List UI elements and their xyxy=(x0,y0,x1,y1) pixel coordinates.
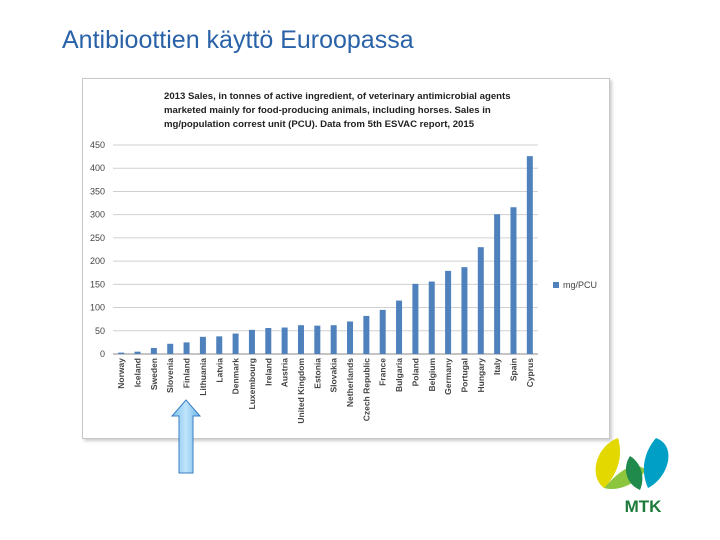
x-tick-label: Portugal xyxy=(459,358,469,392)
slide-title: Antibioottien käyttö Euroopassa xyxy=(62,26,414,54)
bar xyxy=(134,351,141,354)
y-tick-label: 300 xyxy=(90,210,105,220)
bar xyxy=(477,247,484,354)
x-tick-label: Cyprus xyxy=(525,358,535,388)
y-tick-label: 100 xyxy=(90,303,105,313)
x-tick-label: Sweden xyxy=(149,358,159,390)
y-tick-label: 50 xyxy=(95,326,105,336)
x-tick-label: Ireland xyxy=(263,358,273,386)
x-tick-label: Germany xyxy=(443,358,453,395)
logo-text: MTK xyxy=(625,497,663,516)
bar xyxy=(199,336,206,354)
bar xyxy=(396,300,403,354)
chart-frame xyxy=(82,78,610,439)
bar xyxy=(494,214,501,354)
bar xyxy=(232,333,239,354)
x-tick-label: Italy xyxy=(492,358,502,375)
y-tick-label: 450 xyxy=(90,140,105,150)
x-tick-label: Slovakia xyxy=(329,358,339,393)
bar xyxy=(297,325,304,354)
bar xyxy=(363,315,370,354)
bar xyxy=(510,207,517,354)
bar xyxy=(428,281,435,354)
x-tick-label: Denmark xyxy=(231,358,241,395)
bar xyxy=(445,270,452,354)
y-tick-label: 200 xyxy=(90,256,105,266)
y-tick-label: 150 xyxy=(90,279,105,289)
bar xyxy=(281,327,288,354)
bar xyxy=(248,329,255,354)
x-tick-label: Finland xyxy=(182,358,192,388)
x-tick-label: Iceland xyxy=(133,358,143,387)
bar xyxy=(118,352,125,354)
x-tick-label: Netherlands xyxy=(345,358,355,407)
x-tick-label: Latvia xyxy=(214,358,224,383)
bar xyxy=(526,156,533,354)
arrow xyxy=(170,399,202,474)
x-tick-label: Spain xyxy=(508,358,518,381)
bar xyxy=(183,342,190,354)
bar xyxy=(167,343,174,354)
y-tick-label: 400 xyxy=(90,163,105,173)
bar xyxy=(265,327,272,354)
x-tick-label: Estonia xyxy=(312,358,322,389)
x-tick-label: Bulgaria xyxy=(394,358,404,392)
y-tick-label: 250 xyxy=(90,233,105,243)
bar xyxy=(150,347,157,354)
x-tick-label: Poland xyxy=(410,358,420,386)
legend-swatch xyxy=(553,282,559,288)
x-tick-label: United Kingdom xyxy=(296,358,306,424)
legend-label: mg/PCU xyxy=(563,280,597,290)
x-tick-label: Slovenia xyxy=(165,358,175,393)
bar xyxy=(347,321,354,354)
x-tick-label: Czech Republic xyxy=(361,358,371,422)
y-tick-label: 0 xyxy=(100,349,105,359)
x-tick-label: France xyxy=(378,358,388,386)
chart-title: 2013 Sales, in tonnes of active ingredie… xyxy=(164,91,511,130)
x-tick-label: Hungary xyxy=(476,358,486,393)
bar xyxy=(216,336,223,354)
x-tick-label: Luxembourg xyxy=(247,358,257,409)
x-tick-label: Norway xyxy=(116,358,126,389)
x-tick-label: Belgium xyxy=(427,358,437,392)
x-tick-label: Lithuania xyxy=(198,358,208,396)
logo: MTK xyxy=(595,438,669,516)
bar xyxy=(412,283,419,354)
bar xyxy=(379,309,386,354)
bar xyxy=(330,325,337,354)
x-tick-label: Austria xyxy=(280,358,290,388)
bar xyxy=(314,325,321,354)
bar xyxy=(461,267,468,354)
y-tick-label: 350 xyxy=(90,186,105,196)
